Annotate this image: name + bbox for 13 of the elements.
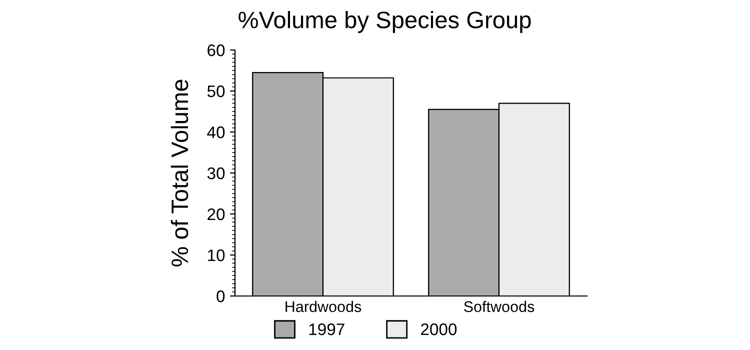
x-tick-label: Hardwoods <box>286 300 362 312</box>
legend-label: 2000 <box>421 323 457 336</box>
y-tick-label: 10 <box>208 249 225 262</box>
legend-label: 1997 <box>309 323 344 336</box>
chart-title: %Volume by Species Group <box>238 10 531 34</box>
y-tick-label: 50 <box>207 85 225 98</box>
y-tick-label: 0 <box>216 290 225 302</box>
y-tick-label: 20 <box>208 208 225 220</box>
y-tick-label: 30 <box>207 167 225 180</box>
y-tick-label: 60 <box>208 44 225 56</box>
x-tick-label: Softwoods <box>464 300 534 312</box>
y-tick-label: 40 <box>207 126 225 138</box>
y-axis-title: % of Total Volume <box>170 80 188 266</box>
